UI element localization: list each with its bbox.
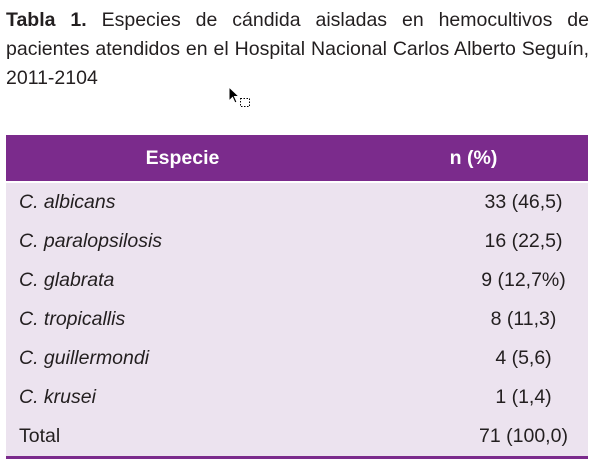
species-cell: C. tropicallis [6,300,359,339]
table-caption: Tabla 1. Especies de cándida aisladas en… [6,6,589,93]
species-table: Especie n (%) C. albicans 33 (46,5) C. p… [6,135,588,459]
species-cell: C. krusei [6,378,359,417]
species-cell: C. albicans [6,181,359,222]
total-value-cell: 71 (100,0) [359,417,588,459]
table-total-row: Total 71 (100,0) [6,417,588,459]
table-row: C. albicans 33 (46,5) [6,181,588,222]
value-cell: 4 (5,6) [359,339,588,378]
total-label-cell: Total [6,417,359,459]
header-especie: Especie [6,135,359,182]
value-cell: 9 (12,7%) [359,261,588,300]
value-cell: 33 (46,5) [359,181,588,222]
value-cell: 8 (11,3) [359,300,588,339]
value-cell: 1 (1,4) [359,378,588,417]
table-row: C. glabrata 9 (12,7%) [6,261,588,300]
species-cell: C. paralopsilosis [6,222,359,261]
caption-label: Tabla 1. [6,9,87,31]
table-row: C. tropicallis 8 (11,3) [6,300,588,339]
table-row: C. guillermondi 4 (5,6) [6,339,588,378]
table-header-row: Especie n (%) [6,135,588,182]
header-n-percent: n (%) [359,135,588,182]
mouse-cursor-icon [228,85,252,108]
species-cell: C. glabrata [6,261,359,300]
table-row: C. krusei 1 (1,4) [6,378,588,417]
table-row: C. paralopsilosis 16 (22,5) [6,222,588,261]
value-cell: 16 (22,5) [359,222,588,261]
caption-text: Especies de cándida aisladas en hemocult… [6,9,589,89]
species-cell: C. guillermondi [6,339,359,378]
